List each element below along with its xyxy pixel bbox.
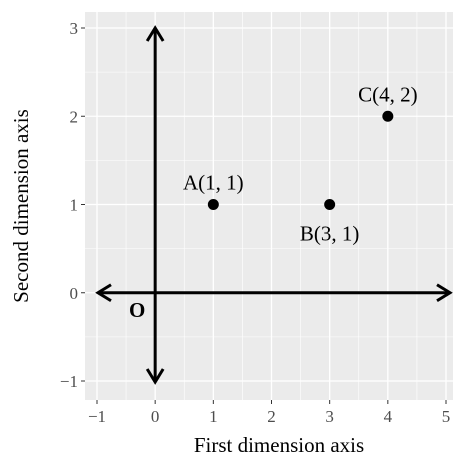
x-tick-label: 0	[151, 407, 160, 426]
x-tick-label: −1	[88, 407, 106, 426]
minor-grid	[85, 12, 453, 400]
data-point	[324, 199, 336, 210]
x-axis-ticks: −1 0 1 2 3 4 5	[88, 400, 450, 426]
y-tick-label: −1	[60, 372, 78, 391]
y-tick-label: 0	[70, 284, 79, 303]
arrow-head	[145, 368, 165, 385]
x-tick-label: 1	[209, 407, 218, 426]
axis-arrows	[95, 25, 453, 385]
arrow-head	[145, 25, 165, 42]
point-label: A(1, 1)	[183, 171, 244, 195]
data-points	[207, 110, 394, 210]
x-axis-title: First dimension axis	[194, 433, 364, 457]
plot-panel-background	[85, 12, 453, 400]
data-point	[207, 199, 219, 210]
y-axis-title: Second dimension axis	[9, 109, 33, 303]
y-tick-label: 1	[70, 196, 79, 215]
point-label: B(3, 1)	[300, 222, 360, 246]
x-tick-label: 3	[325, 407, 334, 426]
point-label: C(4, 2)	[358, 82, 418, 106]
x-tick-label: 5	[442, 407, 451, 426]
arrow-head	[436, 283, 453, 303]
y-axis-ticks: −1 0 1 2 3	[60, 19, 85, 391]
origin-label: O	[129, 298, 145, 322]
x-tick-label: 2	[267, 407, 276, 426]
x-tick-label: 4	[384, 407, 393, 426]
point-labels: A(1, 1) B(3, 1) C(4, 2)	[183, 82, 418, 245]
data-point	[382, 110, 394, 122]
arrow-head	[95, 283, 112, 303]
y-tick-label: 3	[70, 19, 79, 38]
y-tick-label: 2	[70, 107, 79, 126]
